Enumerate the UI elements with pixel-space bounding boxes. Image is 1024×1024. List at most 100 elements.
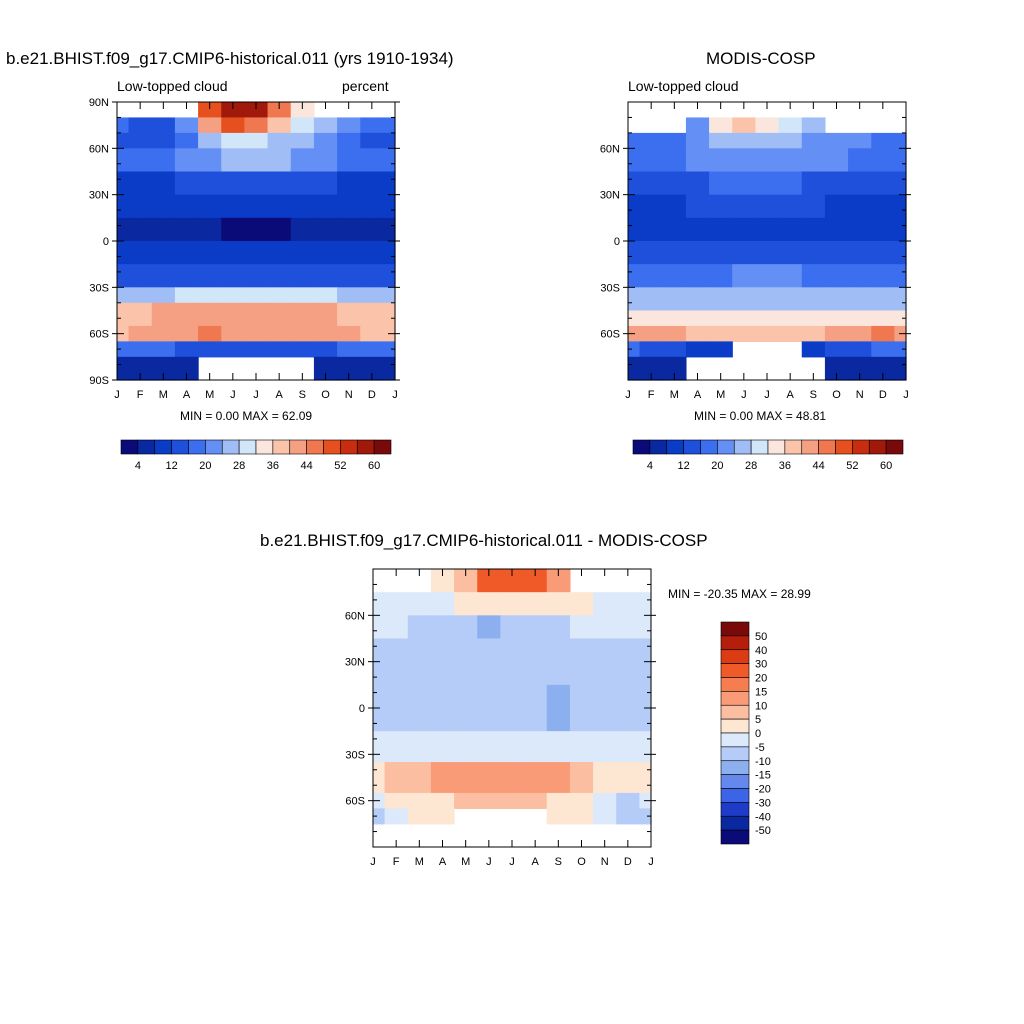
panel3-cell [616,792,641,809]
panel3-cell [593,792,617,809]
panel2-cell [732,132,757,149]
panel3-cell [384,638,409,686]
colorbar-panel2-box [835,439,853,455]
panel1-cell [198,217,222,242]
panel1-cell [174,194,199,219]
panel3-cell [430,792,455,809]
panel3-cell [639,808,652,825]
colorbar-panel2-box [750,439,769,455]
panel2-cell [848,341,872,358]
panel3-cell [477,592,502,616]
month-label: J [253,389,259,401]
panel1-cell [174,148,199,173]
panel2-cell [662,356,687,381]
colorbar-panel1-label: 12 [166,460,178,472]
panel2-cell [628,241,641,265]
panel2-cell [639,241,664,265]
panel2-cell [628,148,641,173]
panel2-cell [709,287,733,312]
panel3-cell [373,808,386,825]
panel1-cell [290,117,315,134]
panel1-cell [313,171,338,196]
panel1-cell [117,341,130,358]
colorbar-panel1-label: 36 [267,460,279,472]
panel1-cell [128,325,153,342]
panel2-cell [755,241,780,265]
colorbar-diff-box [720,718,750,734]
colorbar-diff-label: 10 [755,700,767,712]
colorbar-panel2-label: 44 [813,460,825,472]
panel2-cell [871,171,896,196]
panel1-cell [337,241,361,265]
panel3-cell [639,592,652,616]
panel2-cell [628,356,641,381]
month-label: J [764,389,770,401]
panel2-cell [639,341,664,358]
month-label: A [183,389,191,401]
month-label: M [415,856,424,868]
panel3-cell [430,638,455,686]
panel3-cell [500,762,525,794]
panel2-cell [894,132,907,149]
month-label: J [230,389,236,401]
panel2-cell [848,194,872,219]
panel2-cell [662,217,687,242]
panel1-cell [221,117,246,134]
panel1-cell [198,194,222,219]
panel1-cell [244,148,269,173]
panel1-cell [221,217,246,242]
panel3-cell [454,684,478,732]
month-label: J [370,856,376,868]
panel1-cell [198,325,222,342]
panel2-cell [639,217,664,242]
panel2-cell [755,148,780,173]
panel1-cell [221,102,246,119]
panel3-cell [569,592,594,616]
panel2-cell [628,171,641,196]
panel3-cell [593,615,617,640]
panel2-cell [662,132,687,149]
panel2-cell [848,325,872,342]
panel1-cell [313,341,338,358]
panel1-cell [151,341,176,358]
panel1-cell [174,217,199,242]
panel1-cell [244,194,269,219]
panel2-cell [778,171,803,196]
panel3-cell [477,615,502,640]
panel2-cell [628,217,641,242]
panel1-cell [337,171,361,196]
month-label: D [624,856,632,868]
panel1-cell [117,356,130,381]
month-label: A [694,389,702,401]
panel1-cell [290,341,315,358]
colorbar-diff-label: 30 [755,659,767,671]
colorbar-panel1-box [272,439,291,455]
panel1-cell [151,241,176,265]
panel2-cell [709,132,733,149]
panel3-cell [500,684,525,732]
panel1-cell [290,132,315,149]
month-label: J [486,856,492,868]
panel2-cell [732,310,757,327]
panel3-cell [546,569,571,593]
panel3-cell [569,638,594,686]
panel1-cell [290,287,315,304]
panel1-cell [244,341,269,358]
colorbar-panel1-box [154,439,172,455]
colorbar-diff-label: -30 [755,797,771,809]
panel1-cell [198,117,222,134]
panel1-cell [313,325,338,342]
panel1-cell [151,287,176,304]
panel3-cell [477,731,502,763]
panel2-cell [871,217,896,242]
panel2-cell [709,325,733,342]
colorbar-panel1-box [255,439,274,455]
panel1-cell [267,148,292,173]
panel2-cell [685,264,710,288]
panel1-cell [117,302,130,327]
panel3-cell [384,592,409,616]
month-label: M [205,389,214,401]
lat-label: 0 [614,236,620,248]
colorbar-diff-label: -5 [755,742,765,754]
lat-label: 30S [89,282,109,294]
